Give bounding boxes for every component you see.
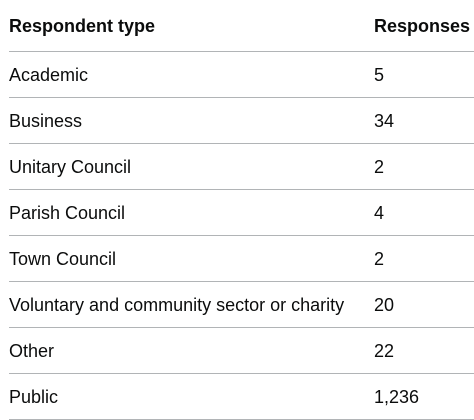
- respondent-type-cell: Business: [9, 110, 83, 131]
- table-row: Town Council 2: [9, 236, 474, 282]
- table-row: Voluntary and community sector or charit…: [9, 282, 474, 328]
- respondent-table: Respondent type Responses Academic 5 Bus…: [9, 0, 474, 420]
- table-header-row: Respondent type Responses: [9, 0, 474, 52]
- table-row: Other 22: [9, 328, 474, 374]
- table-row: Public 1,236: [9, 374, 474, 420]
- table-row: Parish Council 4: [9, 190, 474, 236]
- respondent-type-cell: Town Council: [9, 248, 117, 269]
- respondent-type-cell: Unitary Council: [9, 156, 132, 177]
- table-row: Business 34: [9, 98, 474, 144]
- respondent-type-cell: Other: [9, 340, 55, 361]
- responses-cell: 4: [374, 202, 385, 223]
- responses-cell: 22: [374, 340, 395, 361]
- responses-cell: 34: [374, 110, 395, 131]
- table-row: Unitary Council 2: [9, 144, 474, 190]
- responses-cell: 20: [374, 294, 395, 315]
- table-row: Academic 5: [9, 52, 474, 98]
- responses-cell: 1,236: [374, 386, 420, 407]
- responses-cell: 2: [374, 156, 385, 177]
- responses-cell: 2: [374, 248, 385, 269]
- respondent-type-cell: Parish Council: [9, 202, 126, 223]
- respondent-type-cell: Academic: [9, 64, 89, 85]
- respondent-type-cell: Public: [9, 386, 59, 407]
- respondent-type-cell: Voluntary and community sector or charit…: [9, 294, 345, 315]
- column-header-respondent-type: Respondent type: [9, 15, 156, 36]
- responses-cell: 5: [374, 64, 385, 85]
- column-header-responses: Responses: [374, 15, 471, 36]
